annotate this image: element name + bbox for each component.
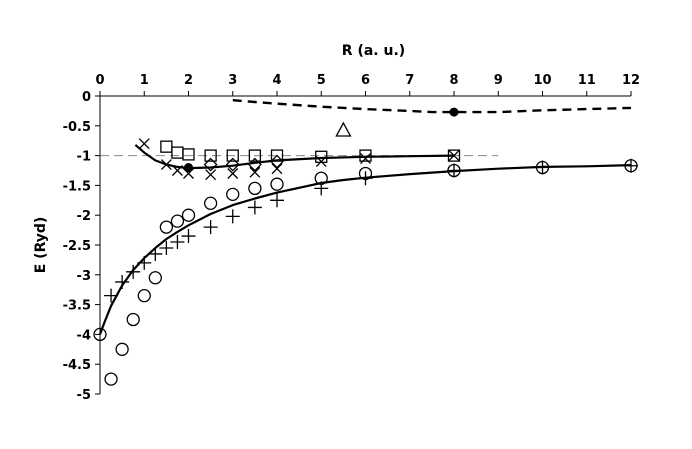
- data-point-plus: [137, 255, 152, 270]
- data-point-plus: [159, 240, 174, 255]
- x-tick-label: 8: [449, 73, 458, 88]
- y-tick-label: -3.5: [63, 299, 91, 314]
- data-point-diamond-open: [247, 157, 262, 172]
- data-point-square-open: [160, 140, 173, 153]
- data-point-plus: [115, 274, 130, 289]
- x-tick-label: 7: [405, 73, 414, 88]
- data-point-plus: [624, 158, 638, 173]
- y-tick-label: -4.5: [63, 358, 91, 373]
- curve-solid-0: [98, 164, 632, 335]
- curve-dashed-2: [232, 99, 632, 114]
- curve-solid-1: [134, 144, 455, 170]
- y-tick-label: -3: [77, 269, 91, 284]
- data-point-x: [360, 153, 371, 165]
- x-tick-label: 2: [184, 73, 193, 88]
- data-point-square-open: [171, 146, 184, 159]
- y-tick-label: -2: [77, 209, 91, 224]
- data-point-plus: [247, 200, 262, 215]
- y-tick-label: -1: [77, 150, 91, 165]
- y-tick-label: -4: [77, 328, 91, 343]
- data-point-plus: [535, 160, 550, 175]
- data-point-x: [227, 168, 239, 179]
- x-tick-label: 6: [361, 73, 370, 88]
- data-point-plus: [225, 209, 240, 224]
- data-point-plus: [126, 264, 141, 279]
- data-point-circle-open: [148, 271, 162, 285]
- data-point-circle-open: [137, 289, 151, 303]
- data-point-plus: [314, 181, 329, 196]
- axes: 0 1 2 3 4 5 6 7 8 9 10 11 120-0.5-1-1.5-2-2.5-3-3.5-…: [63, 73, 640, 403]
- data-point-square-open: [204, 149, 217, 162]
- data-point-x: [448, 150, 460, 162]
- data-point-circle-open: [270, 177, 284, 191]
- curves: [98, 99, 632, 335]
- y-tick-label: 0: [82, 90, 91, 105]
- x-tick-label: 12: [622, 73, 640, 88]
- data-point-x: [249, 166, 261, 178]
- y-tick-label: -2.5: [63, 239, 91, 254]
- data-point-plus: [270, 193, 284, 208]
- data-point-circle-open: [93, 327, 107, 342]
- y-tick-label: -0.5: [63, 120, 91, 135]
- x-tick-label: 4: [272, 73, 281, 88]
- data-point-square-open: [447, 149, 461, 162]
- data-point-x: [160, 159, 172, 170]
- markers: [93, 107, 638, 386]
- data-point-x: [271, 163, 283, 175]
- data-point-circle-open: [115, 342, 129, 356]
- data-point-triangle-open: [335, 121, 352, 137]
- x-tick-label: 5: [317, 73, 326, 88]
- y-axis-title: E (Ryd): [33, 217, 49, 274]
- x-tick-label: 9: [494, 73, 503, 88]
- data-point-plus: [104, 288, 119, 303]
- data-point-square-open: [270, 149, 284, 162]
- data-point-circle-filled: [184, 163, 193, 173]
- data-point-circle-filled: [449, 107, 459, 117]
- y-tick-label: -1.5: [63, 179, 91, 194]
- data-point-circle-open: [248, 181, 262, 196]
- data-point-x: [205, 169, 217, 181]
- x-tick-label: 11: [578, 73, 596, 88]
- data-point-diamond-open: [225, 157, 240, 172]
- data-point-square-open: [359, 149, 372, 162]
- data-point-square-open: [315, 150, 328, 163]
- data-point-plus: [447, 163, 461, 178]
- data-point-diamond-open: [270, 154, 284, 169]
- data-point-plus: [148, 246, 163, 261]
- data-point-circle-open: [104, 372, 118, 386]
- data-point-circle-open: [159, 220, 174, 234]
- data-point-x: [171, 165, 183, 176]
- y-tick-label: -5: [77, 388, 91, 403]
- x-tick-label: 1: [140, 73, 149, 88]
- x-tick-label: 0: [95, 73, 104, 88]
- data-point-circle-open: [203, 196, 218, 210]
- data-point-square-open: [182, 148, 195, 161]
- data-point-circle-open: [181, 208, 196, 222]
- data-point-x: [315, 156, 327, 168]
- data-point-plus: [181, 229, 196, 244]
- data-point-diamond-open: [203, 157, 218, 172]
- data-point-square-open: [226, 149, 239, 162]
- x-tick-label: 3: [228, 73, 237, 88]
- data-point-square-open: [248, 149, 262, 162]
- data-point-circle-open: [226, 187, 240, 201]
- x-tick-label: 10: [533, 73, 551, 88]
- data-point-circle-open: [126, 312, 140, 327]
- data-point-plus: [170, 235, 185, 250]
- data-point-plus: [358, 171, 373, 186]
- data-point-x: [138, 138, 150, 150]
- data-point-circle-open: [170, 214, 185, 228]
- data-point-plus: [203, 220, 218, 235]
- x-axis-title: R (a. u.): [342, 43, 405, 59]
